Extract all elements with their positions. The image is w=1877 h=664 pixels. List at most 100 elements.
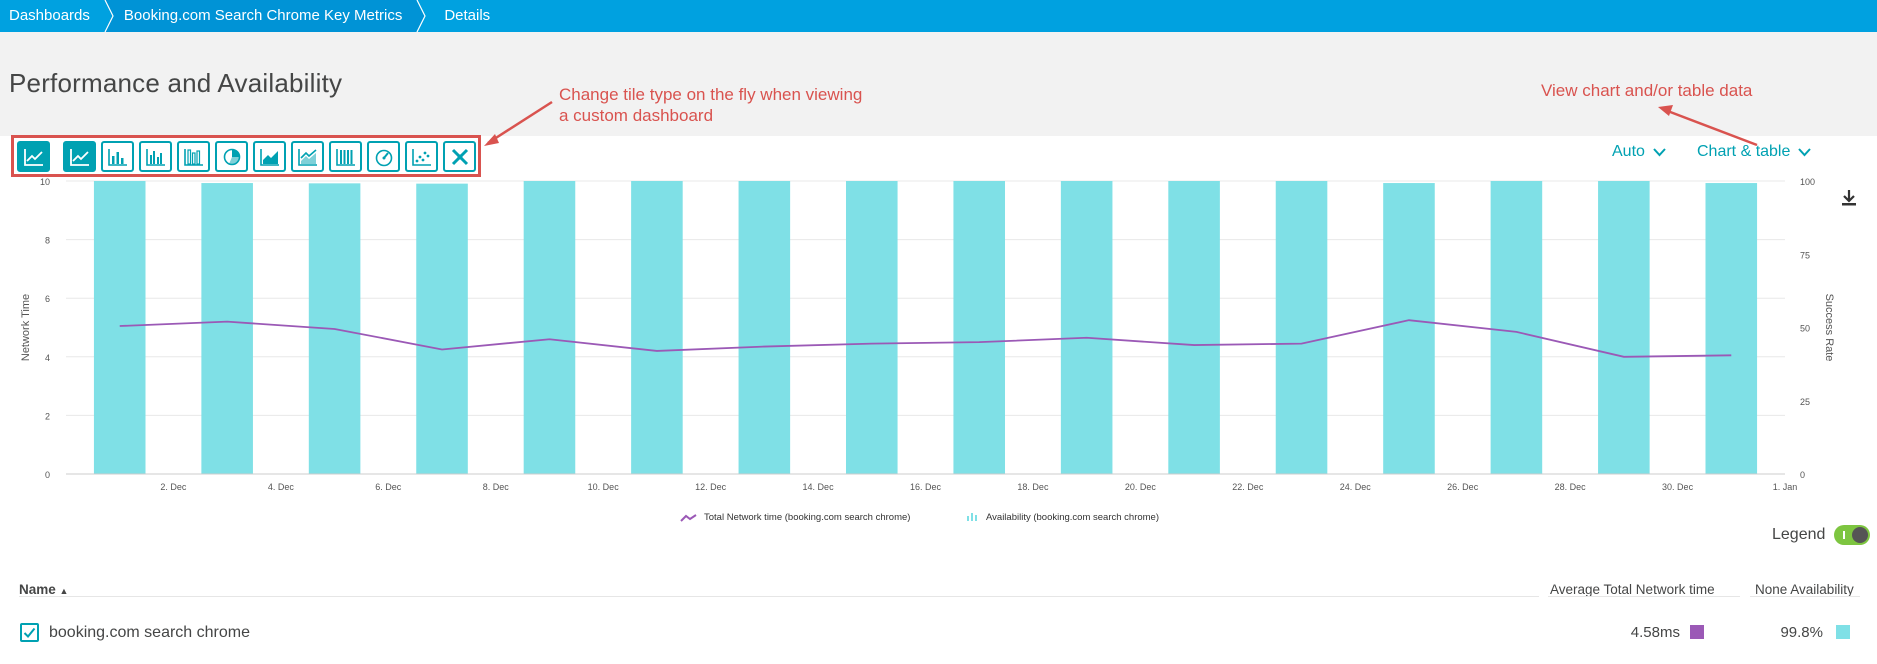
legend-line-icon [680, 514, 697, 522]
x-tick-label: 18. Dec [1017, 482, 1049, 492]
legend-toggle[interactable] [1834, 525, 1870, 545]
x-tick-label: 14. Dec [803, 482, 835, 492]
y-axis-label-left: Network Time [20, 294, 32, 361]
page-header: Performance and Availability [0, 32, 1877, 136]
breadcrumb-item-booking-metrics[interactable]: Booking.com Search Chrome Key Metrics [111, 0, 433, 32]
column-header-availability[interactable]: None Availability [1755, 582, 1854, 597]
x-tick-label: 20. Dec [1125, 482, 1157, 492]
download-icon[interactable] [1840, 189, 1858, 207]
stacked-columns-icon[interactable] [329, 141, 362, 172]
legend-label-network-time: Total Network time (booking.com search c… [704, 512, 910, 523]
header-divider [1750, 596, 1860, 597]
view-mode-label: Chart & table [1697, 143, 1791, 160]
availability-bar [523, 181, 576, 474]
checkmark-icon [23, 627, 36, 638]
stacked-bar-chart-icon[interactable] [177, 141, 210, 172]
view-mode-dropdown[interactable]: Chart & table [1697, 143, 1812, 161]
row-name: booking.com search chrome [49, 624, 250, 641]
stacked-area-chart-icon[interactable] [291, 141, 324, 172]
y-tick-label-left: 6 [45, 294, 50, 304]
availability-bar [1383, 183, 1435, 474]
column-header-name-label: Name [19, 582, 56, 597]
annotation-tile-type: Change tile type on the fly when viewing… [559, 85, 863, 125]
toggle-knob [1852, 527, 1868, 543]
x-tick-label: 12. Dec [695, 482, 727, 492]
column-header-network-time[interactable]: Average Total Network time [1550, 582, 1715, 597]
pin-tile-icon[interactable] [443, 141, 476, 172]
x-tick-label: 28. Dec [1555, 482, 1587, 492]
pie-chart-icon[interactable] [215, 141, 248, 172]
column-header-name[interactable]: Name ▲ [19, 582, 68, 597]
network-time-line [119, 319, 1732, 358]
header-divider [1548, 596, 1740, 597]
availability-bar [1598, 181, 1650, 474]
y-tick-label-right: 25 [1800, 397, 1810, 407]
availability-swatch [1836, 625, 1850, 639]
table-row [0, 617, 1877, 647]
row-network-time: 4.58ms [1630, 624, 1680, 641]
x-tick-label: 30. Dec [1662, 482, 1694, 492]
scatter-plot-icon[interactable] [405, 141, 438, 172]
line-chart-icon[interactable] [17, 141, 50, 172]
annotation-highlight-box [11, 135, 481, 177]
resolution-dropdown[interactable]: Auto [1612, 143, 1666, 161]
x-tick-label: 4. Dec [268, 482, 295, 492]
availability-bar [201, 183, 253, 474]
y-tick-label-right: 50 [1800, 324, 1810, 334]
breadcrumb-label: Booking.com Search Chrome Key Metrics [123, 7, 403, 24]
row-checkbox[interactable] [20, 623, 39, 642]
x-tick-label: 26. Dec [1447, 482, 1479, 492]
x-tick-label: 24. Dec [1340, 482, 1372, 492]
legend-bar-icon [975, 515, 977, 521]
grouped-bar-chart-icon[interactable] [139, 141, 172, 172]
breadcrumb-item-dashboards[interactable]: Dashboards [0, 0, 120, 32]
sort-ascending-icon: ▲ [59, 586, 69, 596]
toggle-on-indicator [1843, 531, 1845, 539]
availability-bar [93, 181, 146, 474]
annotation-chart-table: View chart and/or table data [1541, 81, 1753, 100]
row-availability: 99.8% [1780, 624, 1823, 641]
x-tick-label: 22. Dec [1232, 482, 1264, 492]
availability-bar [1705, 183, 1758, 474]
y-tick-label-left: 10 [40, 177, 50, 187]
network-time-swatch [1690, 625, 1704, 639]
x-tick-label: 16. Dec [910, 482, 942, 492]
availability-bar [953, 181, 1006, 474]
legend-bar-icon [971, 513, 973, 521]
availability-bar [1490, 181, 1543, 474]
breadcrumb: Dashboards Booking.com Search Chrome Key… [0, 0, 1877, 32]
y-tick-label-right: 75 [1800, 250, 1810, 260]
availability-bar [416, 183, 468, 474]
breadcrumb-chevron-icon [416, 0, 433, 32]
legend-label-availability: Availability (booking.com search chrome) [986, 512, 1159, 523]
area-chart-icon[interactable] [253, 141, 286, 172]
y-tick-label-left: 4 [45, 353, 50, 363]
page-title: Performance and Availability [9, 68, 343, 98]
y-tick-label-right: 0 [1800, 470, 1805, 480]
availability-bar [845, 181, 898, 474]
resolution-label: Auto [1612, 143, 1645, 160]
x-tick-label: 10. Dec [588, 482, 620, 492]
legend-bar-icon [967, 516, 969, 521]
y-tick-label-right: 100 [1800, 177, 1815, 187]
chevron-down-icon [1798, 147, 1812, 156]
line-chart-icon[interactable] [63, 141, 96, 172]
y-tick-label-left: 2 [45, 411, 50, 421]
gauge-icon[interactable] [367, 141, 400, 172]
x-tick-label: 1. Jan [1773, 482, 1798, 492]
x-tick-label: 6. Dec [375, 482, 402, 492]
header-divider [19, 596, 1539, 597]
x-tick-label: 2. Dec [160, 482, 187, 492]
availability-bar [738, 181, 791, 474]
legend-toggle-label: Legend [1772, 526, 1826, 543]
table-header: Name ▲ Average Total Network time None A… [0, 582, 1877, 598]
availability-bar [1060, 181, 1113, 474]
y-tick-label-left: 0 [45, 470, 50, 480]
bar-chart-icon[interactable] [101, 141, 134, 172]
y-axis-label-right: Success Rate [1823, 294, 1835, 362]
x-tick-label: 8. Dec [483, 482, 510, 492]
availability-bar [631, 181, 683, 474]
availability-bar [1168, 181, 1220, 474]
breadcrumb-item-details: Details [424, 0, 512, 32]
